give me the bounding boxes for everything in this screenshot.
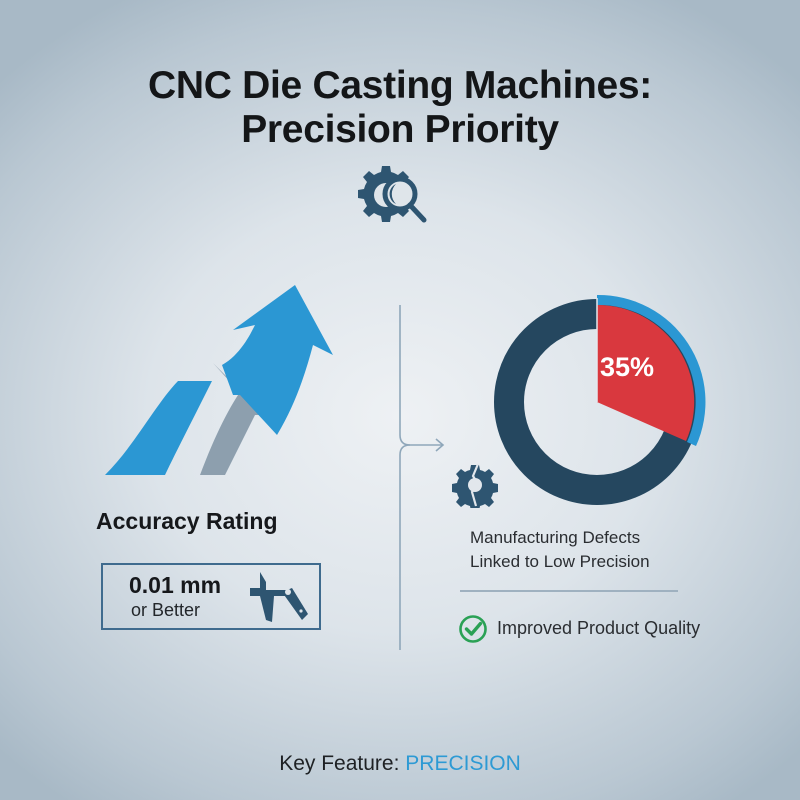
footer-prefix: Key Feature: xyxy=(279,752,406,775)
benefit-text: Improved Product Quality xyxy=(497,618,701,638)
broken-gear-icon xyxy=(452,463,498,508)
title-line-2: Precision Priority xyxy=(241,108,559,151)
defects-line-1: Manufacturing Defects xyxy=(470,528,641,547)
defects-line-2: Linked to Low Precision xyxy=(470,552,650,571)
check-circle-icon xyxy=(459,615,487,643)
donut-percent-label: 35% xyxy=(600,352,655,382)
defects-donut-chart xyxy=(494,294,706,505)
title-line-1: CNC Die Casting Machines: xyxy=(148,64,652,107)
divider-with-arrow xyxy=(399,305,445,650)
gear-magnifier-icon xyxy=(358,166,427,223)
section-divider xyxy=(460,590,678,592)
page-title: CNC Die Casting Machines: Precision Prio… xyxy=(0,64,800,152)
accuracy-rating-box: 0.01 mm or Better xyxy=(101,563,321,630)
rising-arrows-icon xyxy=(105,285,333,475)
accuracy-value: 0.01 mm xyxy=(129,572,222,598)
footer-key-feature: Key Feature: PRECISION xyxy=(0,752,800,776)
footer-highlight: PRECISION xyxy=(405,752,521,775)
caliper-icon xyxy=(250,572,308,622)
accuracy-rating-label: Accuracy Rating xyxy=(96,508,278,534)
accuracy-sub: or Better xyxy=(131,600,201,620)
defects-caption: Manufacturing Defects Linked to Low Prec… xyxy=(470,526,650,574)
